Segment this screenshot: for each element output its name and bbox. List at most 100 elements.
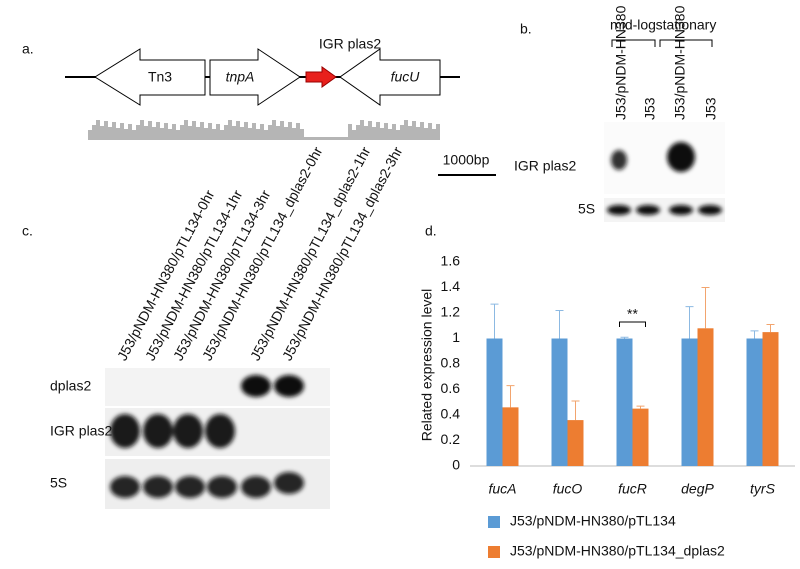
panel-label: a. bbox=[22, 41, 34, 57]
lane-label: J53 bbox=[642, 97, 658, 120]
blot-band bbox=[636, 205, 660, 215]
coverage-bar bbox=[228, 120, 232, 140]
coverage-bar bbox=[204, 128, 208, 140]
bar bbox=[567, 420, 584, 466]
error-bar bbox=[506, 385, 515, 408]
coverage-bar bbox=[248, 128, 252, 140]
y-tick-label: 0.4 bbox=[441, 406, 461, 422]
coverage-bar bbox=[104, 121, 108, 140]
gene-arrow bbox=[339, 48, 441, 106]
coverage-bar bbox=[160, 128, 164, 140]
coverage-bar bbox=[432, 129, 436, 140]
coverage-bar bbox=[252, 123, 256, 140]
coverage-bar bbox=[284, 127, 288, 140]
lane-label: J53 bbox=[703, 97, 719, 120]
row-label: IGR plas2 bbox=[514, 158, 576, 174]
coverage-track bbox=[88, 120, 440, 140]
coverage-bar bbox=[292, 128, 296, 140]
coverage-bar bbox=[180, 125, 184, 140]
blot-band bbox=[241, 476, 271, 498]
coverage-bar bbox=[136, 125, 140, 140]
error-bar bbox=[490, 303, 499, 339]
group-bracket bbox=[611, 39, 713, 47]
legend-label: J53/pNDM-HN380/pTL134_dplas2 bbox=[510, 543, 725, 559]
coverage-bar bbox=[376, 122, 380, 140]
coverage-bar bbox=[188, 126, 192, 140]
lane-label: J53/pNDM-HN380 bbox=[613, 5, 629, 120]
coverage-bar bbox=[148, 121, 152, 140]
coverage-bar bbox=[320, 137, 324, 140]
coverage-bar bbox=[296, 123, 300, 140]
bands bbox=[110, 142, 722, 498]
bar bbox=[681, 338, 698, 466]
coverage-bar bbox=[168, 129, 172, 140]
row-label: dplas2 bbox=[50, 378, 91, 394]
coverage-bar bbox=[416, 127, 420, 140]
coverage-bar bbox=[400, 125, 404, 140]
blot-band bbox=[241, 375, 271, 397]
gene-arrow bbox=[209, 48, 301, 106]
coverage-bar bbox=[308, 137, 312, 140]
y-tick-label: 0.6 bbox=[441, 380, 461, 396]
coverage-bar bbox=[156, 122, 160, 140]
coverage-bar bbox=[152, 127, 156, 140]
coverage-bar bbox=[208, 123, 212, 140]
coverage-bar bbox=[384, 123, 388, 140]
gene-label: tnpA bbox=[226, 69, 255, 85]
blot-band bbox=[175, 476, 205, 498]
bar bbox=[697, 328, 714, 466]
coverage-bar bbox=[316, 137, 320, 140]
coverage-bar bbox=[164, 123, 168, 140]
coverage-bar bbox=[348, 124, 352, 140]
coverage-bar bbox=[100, 126, 104, 140]
coverage-bar bbox=[396, 130, 400, 140]
coverage-bar bbox=[144, 126, 148, 140]
blot-band bbox=[143, 414, 173, 448]
lane-label: J53/pNDM-HN380 bbox=[672, 5, 688, 120]
bar bbox=[551, 338, 568, 466]
coverage-bar bbox=[244, 122, 248, 140]
coverage-bar bbox=[340, 137, 344, 140]
coverage-bar bbox=[124, 129, 128, 140]
x-tick-label: degP bbox=[681, 481, 714, 497]
x-tick-label: tyrS bbox=[750, 481, 776, 497]
group-label: stationary bbox=[656, 17, 717, 33]
coverage-bar bbox=[412, 121, 416, 140]
error-bar bbox=[750, 330, 759, 339]
coverage-bar bbox=[216, 124, 220, 140]
significance-bracket bbox=[619, 321, 646, 327]
coverage-bar bbox=[372, 127, 376, 140]
blot-band bbox=[143, 476, 173, 498]
coverage-bar bbox=[388, 129, 392, 140]
y-tick-label: 1.4 bbox=[441, 278, 461, 294]
coverage-bar bbox=[336, 137, 340, 140]
coverage-bar bbox=[368, 121, 372, 140]
coverage-bar bbox=[380, 128, 384, 140]
error-bar bbox=[685, 306, 694, 339]
coverage-bar bbox=[240, 127, 244, 140]
coverage-bar bbox=[212, 129, 216, 140]
coverage-bar bbox=[324, 137, 328, 140]
blot-band bbox=[110, 414, 140, 448]
coverage-bar bbox=[344, 137, 348, 140]
error-bar bbox=[620, 336, 629, 339]
bar bbox=[762, 332, 779, 466]
igr-label: IGR plas2 bbox=[319, 36, 381, 52]
bar bbox=[746, 338, 763, 466]
coverage-bar bbox=[172, 124, 176, 140]
blot-band bbox=[611, 150, 627, 170]
y-tick-label: 1 bbox=[452, 329, 460, 345]
y-axis-label: Related expression level bbox=[419, 289, 435, 442]
error-bar bbox=[701, 287, 710, 329]
group-label: mid-log bbox=[610, 17, 656, 33]
blot-band bbox=[205, 414, 235, 448]
coverage-bar bbox=[304, 137, 308, 140]
coverage-bar bbox=[268, 125, 272, 140]
coverage-bar bbox=[132, 130, 136, 140]
coverage-bar bbox=[404, 120, 408, 140]
panel-label: b. bbox=[520, 21, 532, 37]
legend-swatch bbox=[488, 516, 500, 528]
blot-band bbox=[274, 375, 304, 397]
y-tick-label: 0.2 bbox=[441, 431, 461, 447]
